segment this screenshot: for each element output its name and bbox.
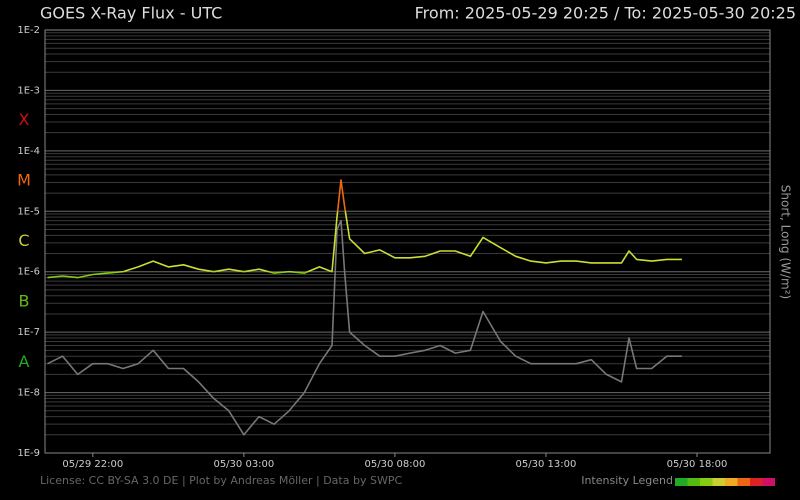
y-tick-label: 1E-4 — [17, 146, 40, 157]
y-tick-label: 1E-3 — [17, 85, 40, 96]
legend-swatch — [762, 478, 775, 486]
flare-class-label: C — [18, 231, 29, 250]
legend-swatch — [750, 478, 763, 486]
y-tick-label: 1E-2 — [17, 25, 40, 36]
y-axis-label: Short, Long (W/m²) — [779, 185, 793, 299]
legend-swatch — [700, 478, 713, 486]
y-tick-label: 1E-5 — [17, 206, 40, 217]
flare-class-label: X — [19, 110, 30, 129]
legend-swatch — [675, 478, 688, 486]
plot-border — [44, 29, 771, 454]
legend-swatch — [725, 478, 738, 486]
x-tick-label: 05/30 08:00 — [364, 459, 425, 470]
legend-swatch — [687, 478, 700, 486]
flare-class-label: B — [19, 291, 30, 310]
flare-class-label: M — [17, 171, 31, 190]
footer: License: CC BY-SA 3.0 DE | Plot by Andre… — [40, 474, 402, 487]
legend-swatch — [737, 478, 750, 486]
series-line — [47, 219, 682, 436]
legend-label: Intensity Legend — [581, 474, 673, 487]
x-tick-label: 05/30 03:00 — [213, 459, 274, 470]
chart-subtitle: From: 2025-05-29 20:25 / To: 2025-05-30 … — [415, 4, 796, 23]
y-tick-label: 1E-6 — [17, 267, 40, 278]
flare-class-label: A — [19, 352, 30, 371]
legend-swatch — [712, 478, 725, 486]
x-tick-label: 05/29 22:00 — [62, 459, 123, 470]
x-tick-label: 05/30 18:00 — [667, 459, 728, 470]
x-tick-label: 05/30 13:00 — [516, 459, 577, 470]
chart-title: GOES X-Ray Flux - UTC — [40, 4, 222, 23]
y-tick-label: 1E-7 — [17, 327, 40, 338]
series-line — [47, 179, 682, 279]
y-tick-label: 1E-8 — [17, 388, 40, 399]
y-tick-label: 1E-9 — [17, 448, 40, 459]
